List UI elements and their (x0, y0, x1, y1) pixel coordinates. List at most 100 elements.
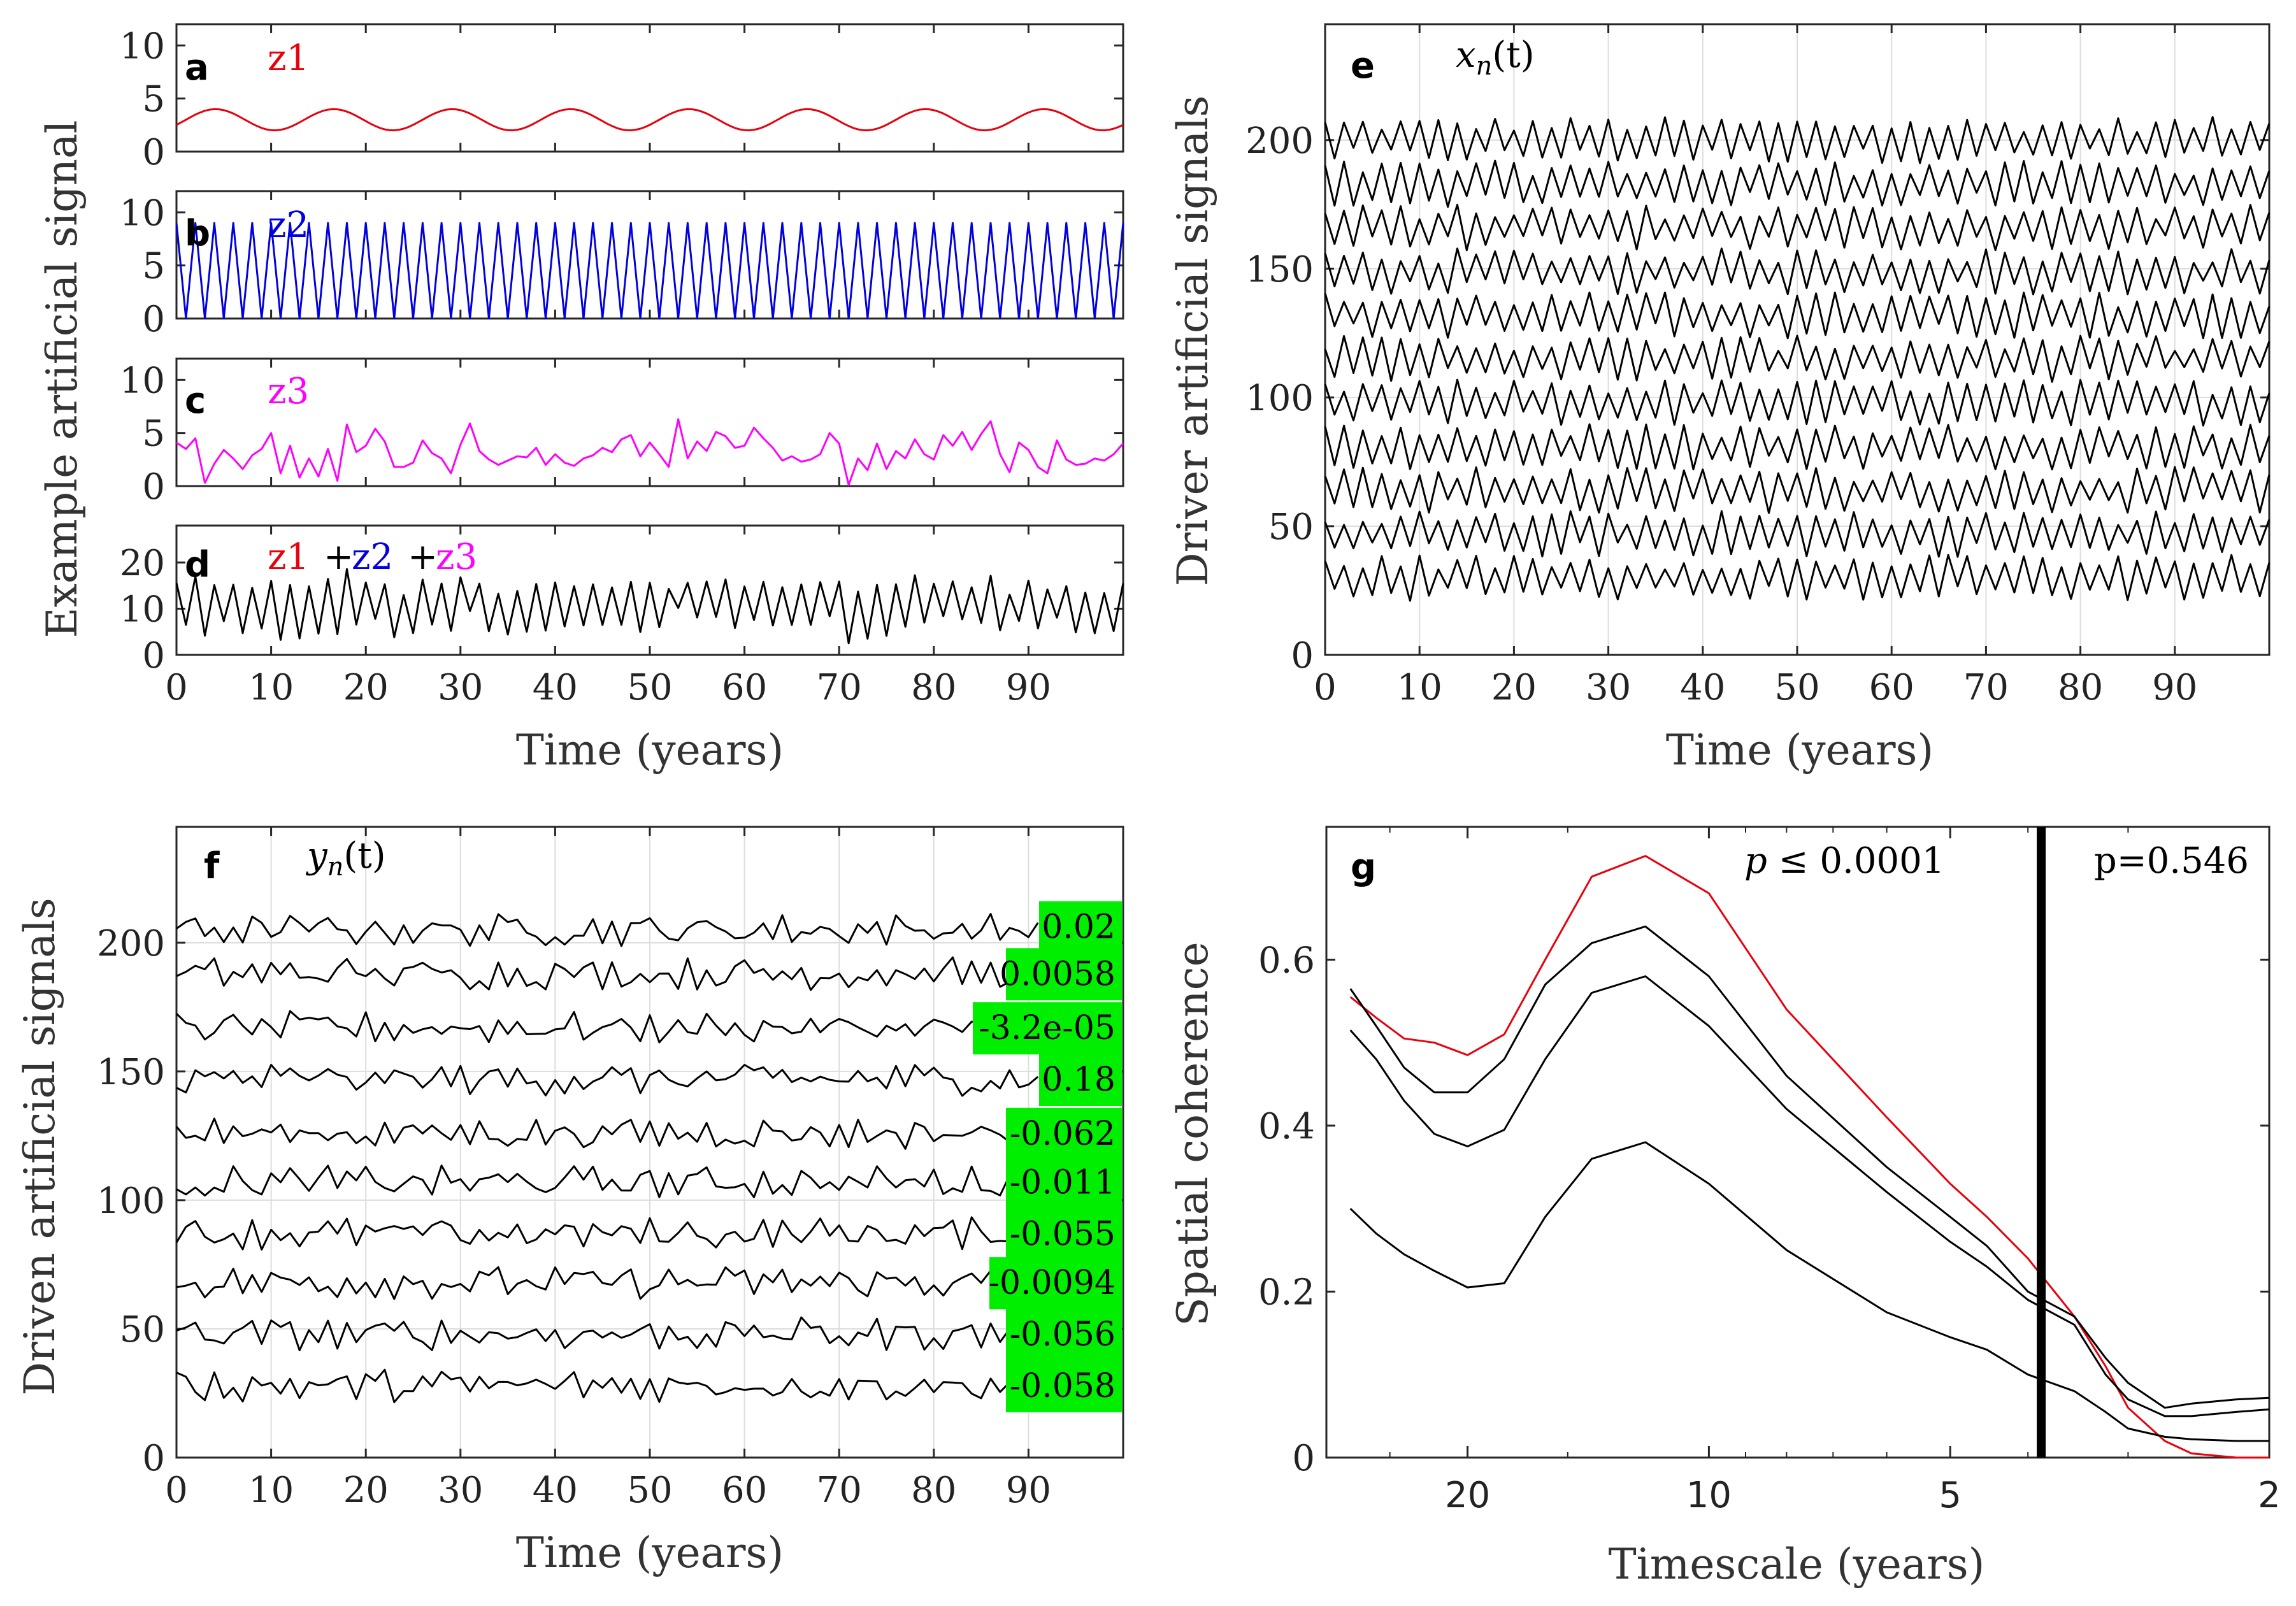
panel-letter-a: a (185, 47, 209, 89)
x-tick-label: 60 (722, 667, 767, 708)
x-tick-label: 30 (438, 1470, 483, 1511)
ylabel-f: Driven artificial signals (15, 898, 64, 1396)
panel-letter-g: g (1351, 847, 1376, 888)
driven-series (176, 913, 1039, 947)
x-tick-label: 80 (911, 1470, 956, 1511)
driver-series (1324, 291, 2271, 340)
panel-a: 0 5 10 a z1 (120, 23, 1124, 173)
x-tick-label: 70 (817, 1470, 862, 1511)
y-tick-label: 0.2 (1258, 1272, 1315, 1313)
x-tick-label: 20 (343, 1470, 389, 1511)
driven-series (176, 1064, 1039, 1097)
ylabel-abcd: Example artificial signal (38, 120, 87, 638)
correlation-badge (973, 1002, 1122, 1055)
driver-series (1324, 510, 2271, 558)
panel-letter-e: e (1351, 45, 1375, 87)
driver-series (1324, 378, 2271, 427)
correlation-value: -0.011 (1010, 1164, 1116, 1202)
correlation-badge (1006, 1156, 1122, 1209)
correlation-badge (1006, 1107, 1122, 1160)
y-tick-label: 150 (97, 1052, 165, 1093)
x-tick-label: 5 (1939, 1475, 1962, 1516)
x-tick-label: 60 (722, 1470, 767, 1511)
y-tick-label: 0 (142, 1438, 165, 1479)
driver-series (1324, 203, 2271, 252)
panel-b: 0 5 10 b z2 (120, 190, 1124, 340)
x-tick-label: 50 (627, 667, 672, 708)
correlation-value: -0.062 (1010, 1115, 1116, 1153)
series-z3 (176, 418, 1124, 486)
xlabel-e: Time (years) (1666, 726, 1934, 775)
x-tick-label: 30 (438, 667, 483, 708)
sum-label-part: z1 (268, 536, 309, 578)
sum-label-part: z3 (436, 536, 477, 578)
x-tick-label: 10 (248, 667, 294, 708)
series-label-z2: z2 (268, 204, 309, 246)
correlation-badge (1039, 901, 1122, 954)
x-tick-label: 20 (343, 667, 389, 708)
driver-series (1324, 554, 2271, 602)
y-tick-label: 5 (142, 79, 165, 120)
y-tick-label: 10 (120, 360, 165, 401)
y-tick-label: 10 (120, 25, 165, 67)
driven-series (175, 1216, 1039, 1251)
panel-letter-d: d (185, 544, 210, 585)
correlation-badge (1006, 1208, 1122, 1261)
axes-frame (175, 826, 1124, 1459)
correlation-value: 0.18 (1042, 1061, 1116, 1099)
correlation-value: -0.0094 (988, 1264, 1116, 1302)
x-tick-label: 2 (2258, 1475, 2281, 1516)
xlabel-abcd: Time (years) (516, 726, 784, 775)
y-tick-label: 10 (120, 589, 165, 631)
x-tick-label: 40 (533, 667, 578, 708)
x-tick-label: 70 (817, 667, 862, 708)
coherence-null-quantile (1349, 1141, 2269, 1442)
driven-series (175, 1010, 1038, 1043)
axes-frame (175, 357, 1124, 487)
panel-letter-b: b (185, 213, 210, 254)
y-tick-label: 200 (1245, 120, 1314, 162)
x-tick-label: 0 (1314, 667, 1337, 708)
y-tick-label: 100 (97, 1180, 165, 1222)
axes-frame (175, 190, 1124, 320)
x-tick-label: 30 (1586, 667, 1631, 708)
y-tick-label: 0 (142, 299, 165, 340)
y-tick-label: 0 (142, 635, 165, 677)
driven-series (176, 1165, 1039, 1198)
x-tick-label: 90 (1006, 667, 1051, 708)
series-z2 (175, 222, 1124, 320)
correlation-badge (1006, 1308, 1122, 1361)
x-tick-label: 40 (1680, 667, 1725, 708)
correlation-value: -0.056 (1010, 1316, 1116, 1354)
driver-series (1324, 423, 2271, 471)
correlation-value: 0.0058 (1000, 955, 1116, 993)
axes-frame (175, 23, 1124, 153)
xlabel-f: Time (years) (516, 1528, 784, 1577)
driven-series (176, 1316, 1039, 1352)
y-tick-label: 0 (142, 132, 165, 173)
math-label-y: yn(t) (305, 835, 386, 882)
x-tick-label: 20 (1491, 667, 1537, 708)
x-tick-label: 60 (1869, 667, 1914, 708)
correlation-badge (1039, 1054, 1122, 1106)
axes-frame (175, 524, 1124, 656)
panel-f: 0 10 20 30 40 50 60 70 80 90 0 50 100 150 200 0.02 0.005… (97, 826, 1124, 1511)
series-z1 (176, 108, 1124, 132)
y-tick-label: 50 (1268, 506, 1314, 548)
x-tick-label: 90 (2152, 667, 2197, 708)
correlation-value: -0.058 (1010, 1367, 1116, 1405)
sum-label-part: + (324, 536, 354, 578)
coherence-null-quantile (1349, 925, 2270, 1409)
sum-label-part: z2 (352, 536, 393, 578)
y-tick-label: 50 (120, 1309, 165, 1351)
x-tick-label: 0 (165, 667, 188, 708)
series-sum (175, 568, 1124, 645)
x-tick-label: 20 (1445, 1475, 1490, 1516)
x-tick-label: 10 (1397, 667, 1442, 708)
driven-series (175, 1117, 1039, 1150)
series-label-z3: z3 (268, 371, 309, 412)
coherence-null-quantile (1349, 975, 2270, 1417)
panel-letter-f: f (204, 845, 220, 887)
